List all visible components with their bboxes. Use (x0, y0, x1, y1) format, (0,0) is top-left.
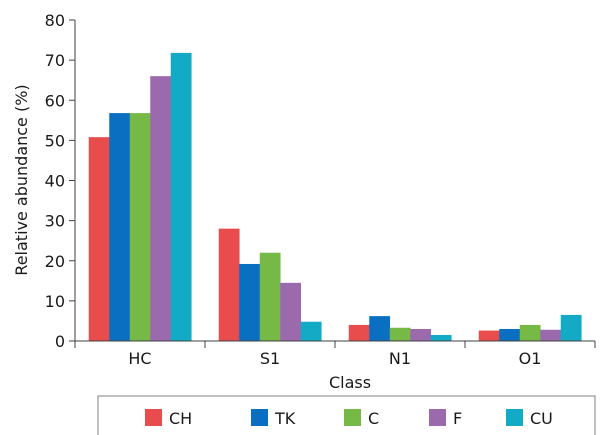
y-tick-label: 40 (45, 172, 65, 191)
y-tick-label: 80 (45, 11, 65, 30)
legend-label-cu: CU (530, 409, 553, 428)
legend-label-c: C (368, 409, 379, 428)
bar-f-n1 (410, 328, 432, 341)
legend-swatch-cu (506, 409, 523, 426)
legend-swatch-c (344, 409, 361, 426)
x-tick-label: O1 (519, 349, 542, 368)
bar-tk-o1 (499, 328, 521, 341)
x-tick-label: N1 (389, 349, 411, 368)
y-tick-label: 10 (45, 292, 65, 311)
y-tick-label: 20 (45, 252, 65, 271)
bar-cu-n1 (430, 334, 452, 341)
bar-c-s1 (259, 252, 281, 341)
bar-tk-n1 (369, 316, 391, 341)
x-axis-ticks: HC S1 N1 O1 (74, 341, 596, 368)
bar-cu-hc (170, 52, 192, 342)
legend-label-tk: TK (274, 409, 296, 428)
legend-swatch-f (429, 409, 446, 426)
bar-ch-hc (88, 137, 110, 341)
x-axis-title: Class (329, 373, 371, 392)
legend: CH TK C F CU (145, 409, 553, 428)
bar-cu-s1 (300, 321, 322, 341)
y-tick-label: 70 (45, 51, 65, 70)
legend-swatch-ch (145, 409, 162, 426)
bar-ch-o1 (478, 330, 500, 341)
bar-c-o1 (519, 324, 541, 341)
bar-c-n1 (389, 327, 411, 341)
y-tick-label: 60 (45, 91, 65, 110)
bar-ch-n1 (348, 324, 370, 341)
x-tick-label: HC (128, 349, 151, 368)
legend-swatch-tk (251, 409, 268, 426)
y-tick-label: 0 (55, 332, 65, 351)
bar-c-hc (129, 113, 151, 341)
y-axis-title: Relative abundance (%) (12, 84, 31, 275)
bar-tk-s1 (239, 263, 261, 341)
legend-label-f: F (453, 409, 462, 428)
bar-ch-s1 (218, 228, 240, 341)
bar-cu-o1 (560, 314, 582, 341)
plot-area (88, 52, 582, 342)
x-tick-label: S1 (260, 349, 280, 368)
legend-label-ch: CH (169, 409, 192, 428)
y-axis-ticks: 0 10 20 30 40 50 60 70 80 (45, 11, 75, 351)
bar-tk-hc (109, 113, 131, 341)
bar-f-s1 (280, 282, 302, 341)
y-tick-label: 50 (45, 131, 65, 150)
y-tick-label: 30 (45, 212, 65, 231)
bar-f-o1 (540, 329, 562, 341)
bar-f-hc (150, 76, 172, 342)
